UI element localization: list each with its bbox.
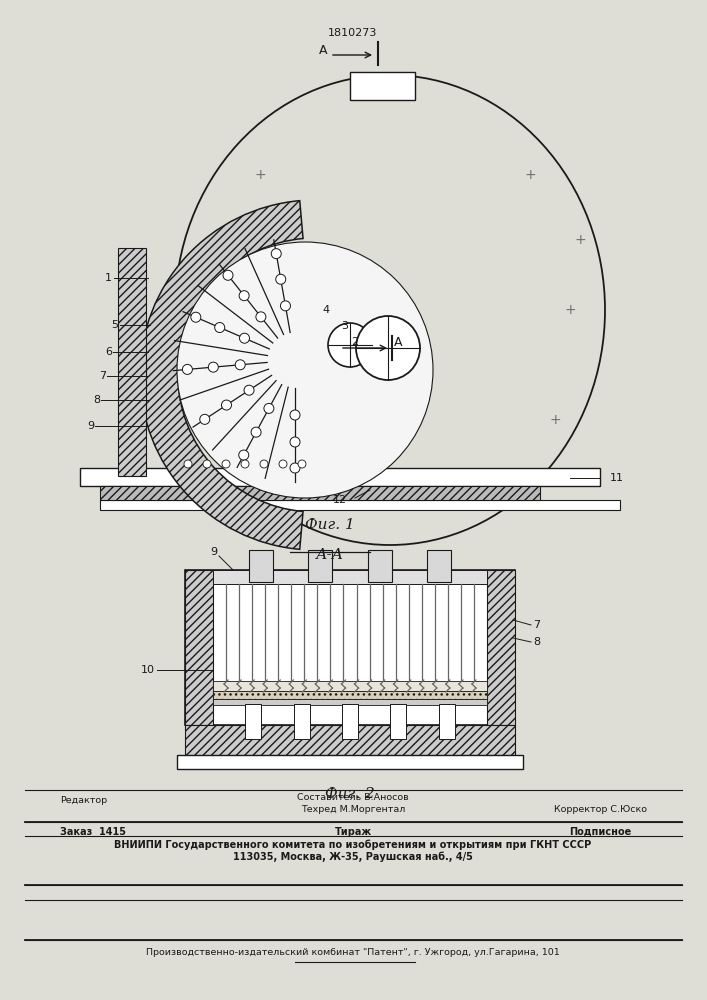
Text: Фиг. 2: Фиг. 2 [325, 787, 375, 801]
Text: 11: 11 [610, 473, 624, 483]
Circle shape [356, 316, 420, 380]
Circle shape [235, 360, 245, 370]
Text: 4: 4 [323, 305, 330, 315]
Text: А: А [394, 336, 402, 349]
Text: +: + [574, 233, 586, 247]
Text: 10: 10 [141, 665, 155, 675]
Circle shape [177, 242, 433, 498]
Text: +: + [255, 168, 266, 182]
Circle shape [251, 427, 261, 437]
Text: 9: 9 [87, 421, 94, 431]
Bar [342, 704, 358, 739]
Circle shape [239, 450, 249, 460]
Circle shape [239, 291, 249, 301]
Text: Редактор: Редактор [60, 796, 107, 805]
Bar [308, 550, 332, 582]
Bar [185, 570, 515, 725]
Bar [368, 550, 392, 582]
Bar [390, 704, 407, 739]
Circle shape [191, 312, 201, 322]
Circle shape [244, 385, 254, 395]
Text: Фиг. 1: Фиг. 1 [305, 518, 355, 532]
Bar [80, 468, 600, 486]
Bar [100, 500, 620, 510]
Bar [350, 72, 415, 100]
Circle shape [290, 410, 300, 420]
Text: 7: 7 [99, 371, 106, 381]
Text: 8: 8 [93, 395, 100, 405]
Text: А-А: А-А [316, 548, 344, 562]
Text: 9: 9 [211, 547, 218, 557]
Text: А: А [318, 43, 327, 56]
Text: 1: 1 [105, 273, 112, 283]
Text: 2: 2 [351, 337, 358, 347]
Bar [293, 704, 310, 739]
Circle shape [241, 460, 249, 468]
Text: +: + [549, 413, 561, 427]
Text: 5: 5 [111, 320, 118, 330]
Text: Техред М.Моргентал: Техред М.Моргентал [300, 805, 405, 814]
Bar [177, 755, 523, 769]
Text: 12: 12 [333, 495, 347, 505]
Circle shape [222, 460, 230, 468]
Text: 113035, Москва, Ж-35, Раушская наб., 4/5: 113035, Москва, Ж-35, Раушская наб., 4/5 [233, 852, 473, 862]
Bar [213, 691, 487, 699]
Text: Заказ  1415: Заказ 1415 [60, 827, 126, 837]
Circle shape [281, 301, 291, 311]
Bar [249, 550, 273, 582]
Text: Корректор С.Юско: Корректор С.Юско [554, 805, 646, 814]
Circle shape [203, 460, 211, 468]
Circle shape [184, 460, 192, 468]
Text: +: + [564, 303, 575, 317]
Text: +: + [524, 168, 536, 182]
Text: ВНИИПИ Государственного комитета по изобретениям и открытиям при ГКНТ СССР: ВНИИПИ Государственного комитета по изоб… [115, 840, 592, 850]
Circle shape [271, 249, 281, 259]
Text: 1810273: 1810273 [328, 28, 378, 38]
Bar [185, 570, 213, 725]
Circle shape [256, 312, 266, 322]
Bar [487, 570, 515, 725]
Bar [100, 486, 540, 500]
Text: Тираж: Тираж [334, 827, 372, 837]
Text: 8: 8 [533, 637, 540, 647]
Text: 6: 6 [105, 347, 112, 357]
Circle shape [264, 403, 274, 413]
Bar [213, 699, 487, 705]
Circle shape [221, 400, 231, 410]
Bar [245, 704, 262, 739]
Bar [185, 725, 515, 755]
Circle shape [200, 414, 210, 424]
Bar [213, 570, 487, 584]
Text: Производственно-издательский комбинат "Патент", г. Ужгород, ул.Гагарина, 101: Производственно-издательский комбинат "П… [146, 948, 560, 957]
Bar [213, 681, 487, 691]
Circle shape [240, 333, 250, 343]
Bar [438, 704, 455, 739]
Circle shape [209, 362, 218, 372]
Text: 3: 3 [341, 321, 348, 331]
Circle shape [290, 437, 300, 447]
Text: Составитель В.Аносов: Составитель В.Аносов [297, 793, 409, 802]
Circle shape [290, 463, 300, 473]
Circle shape [298, 460, 306, 468]
Text: Подписное: Подписное [569, 827, 631, 837]
Circle shape [276, 274, 286, 284]
Circle shape [328, 323, 372, 367]
Circle shape [223, 270, 233, 280]
Circle shape [279, 460, 287, 468]
Bar [118, 248, 146, 476]
Circle shape [215, 323, 225, 333]
Circle shape [260, 460, 268, 468]
Text: +: + [255, 383, 266, 397]
Circle shape [182, 364, 192, 374]
Wedge shape [140, 201, 303, 549]
Bar [428, 550, 451, 582]
Text: 7: 7 [533, 620, 540, 630]
